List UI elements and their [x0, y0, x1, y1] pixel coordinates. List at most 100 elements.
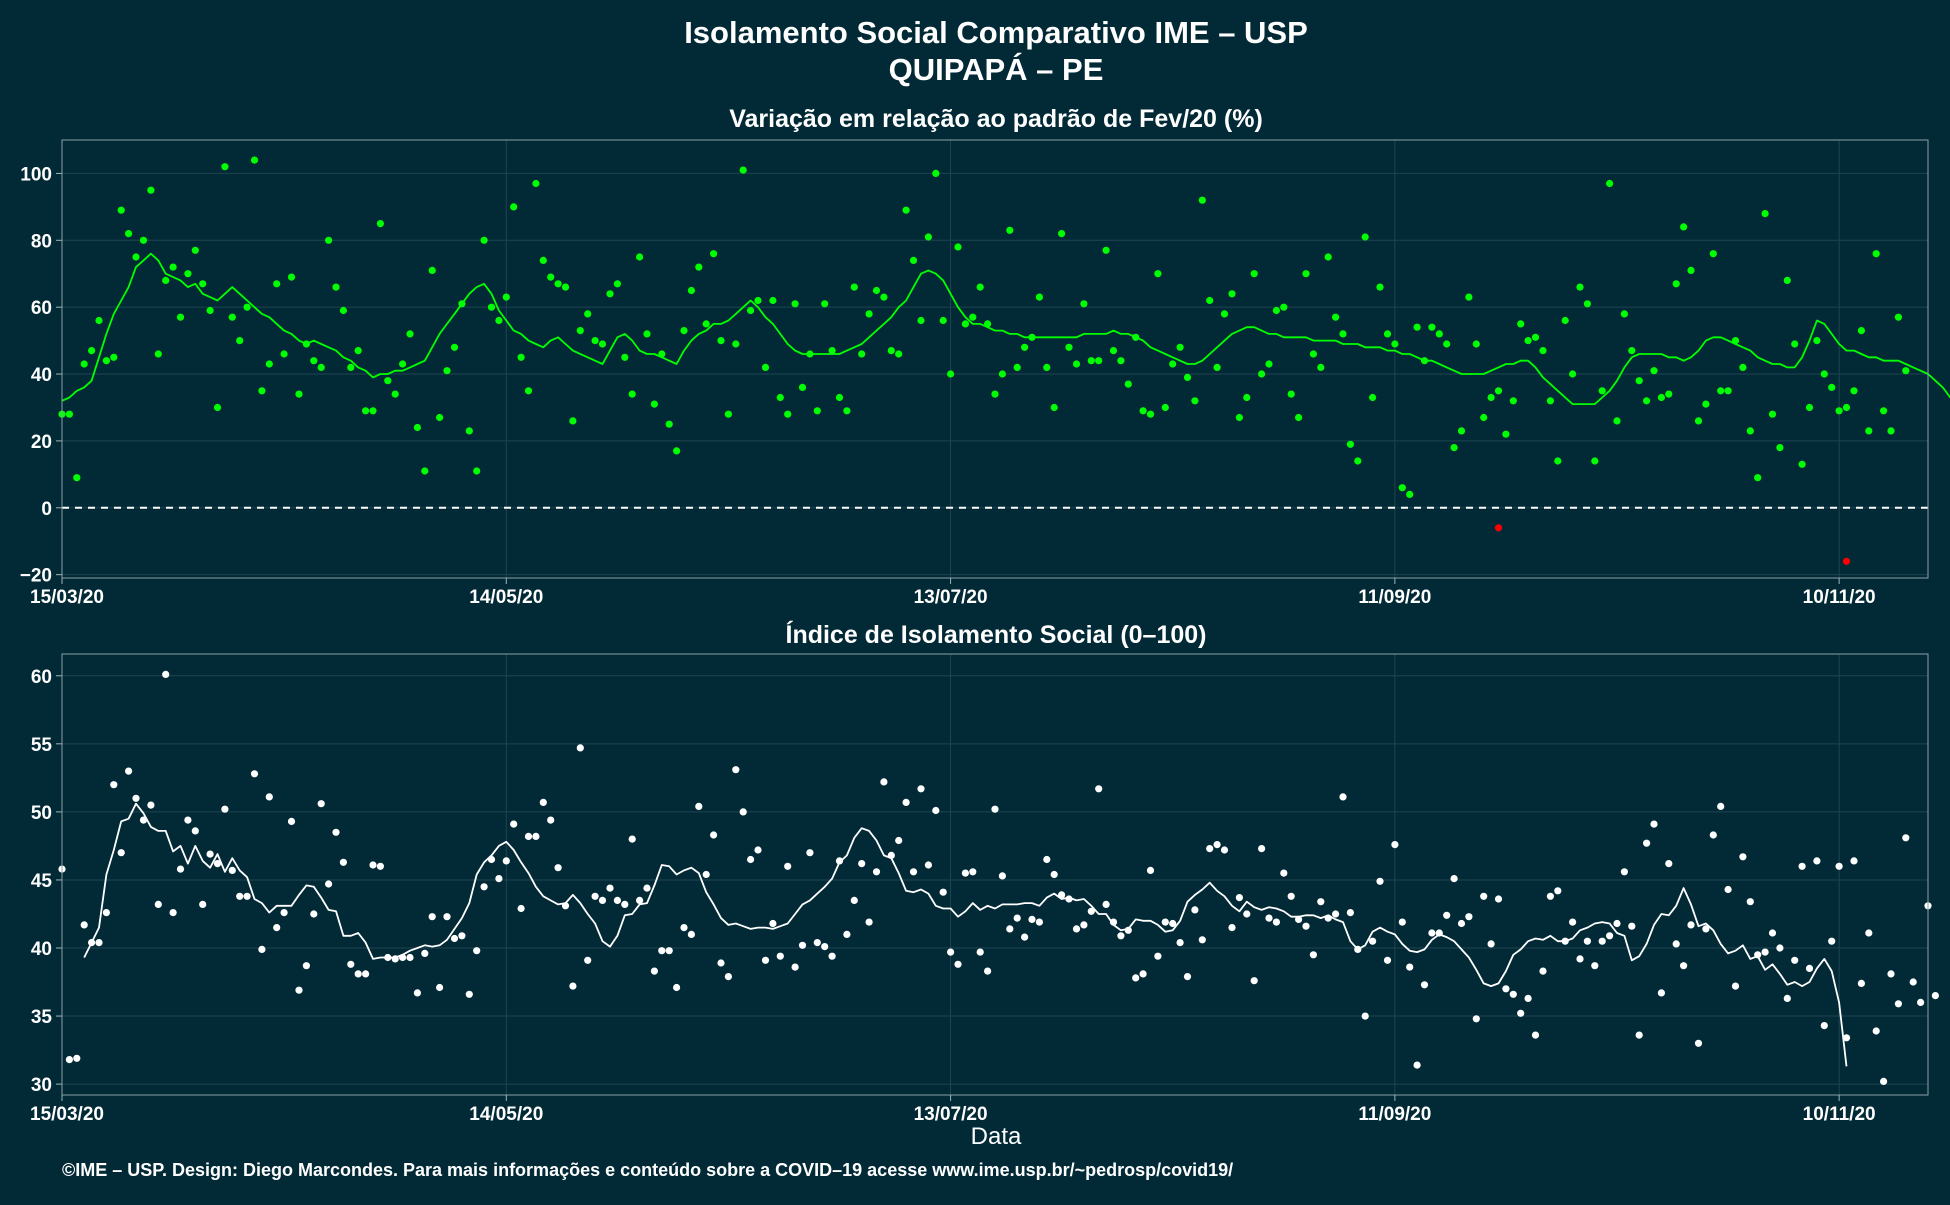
data-point	[243, 892, 251, 900]
data-point	[310, 910, 318, 918]
data-point	[1161, 403, 1169, 412]
panel-variacao-x-axis: 15/03/20 14/05/20 13/07/20 11/09/20 10/11/20	[30, 578, 1876, 608]
data-point	[191, 246, 199, 254]
data-point	[295, 390, 303, 398]
data-point	[673, 983, 681, 992]
data-point	[413, 989, 421, 997]
data-point	[273, 924, 281, 932]
data-point	[754, 846, 762, 854]
data-point	[1657, 989, 1665, 997]
data-point	[1850, 857, 1858, 865]
data-point	[1768, 410, 1777, 418]
data-point	[1820, 370, 1828, 378]
data-point	[458, 300, 466, 308]
data-point	[710, 250, 718, 258]
data-point	[250, 770, 259, 778]
data-point	[1428, 929, 1436, 937]
data-point	[1583, 937, 1591, 945]
data-point	[325, 880, 333, 888]
data-point	[606, 884, 614, 892]
data-point	[1865, 929, 1873, 937]
data-point	[621, 353, 629, 361]
data-point	[450, 934, 459, 943]
data-point	[1480, 892, 1488, 900]
main-subtitle: QUIPAPÁ – PE	[889, 52, 1104, 87]
data-point	[302, 340, 310, 348]
data-point	[1198, 196, 1206, 204]
data-point	[732, 766, 740, 774]
data-point	[776, 952, 784, 960]
data-point	[687, 930, 696, 939]
data-point	[998, 370, 1007, 378]
data-point	[1754, 474, 1762, 482]
data-point	[1258, 845, 1266, 853]
data-point	[213, 403, 222, 412]
panel-border	[61, 139, 1929, 579]
data-point	[147, 801, 155, 809]
data-point	[747, 306, 755, 315]
data-point	[687, 286, 696, 295]
data-point	[391, 390, 399, 398]
data-point	[1650, 367, 1658, 375]
data-point	[347, 960, 355, 968]
data-point	[1035, 918, 1043, 926]
data-point	[613, 280, 622, 288]
data-point	[1502, 985, 1510, 993]
data-point	[80, 921, 88, 929]
data-point	[1554, 887, 1562, 895]
data-point	[1761, 210, 1769, 218]
data-point	[1576, 955, 1584, 963]
y-tick-label: 60	[31, 667, 52, 688]
data-point	[1154, 270, 1162, 278]
data-point	[1287, 390, 1295, 398]
data-point	[954, 960, 962, 968]
y-tick-label: 0	[41, 499, 52, 520]
data-point	[110, 781, 118, 789]
data-point	[473, 947, 481, 955]
data-point	[1620, 868, 1628, 876]
data-point	[917, 785, 925, 793]
data-point	[636, 896, 644, 905]
data-point	[932, 169, 940, 177]
data-point	[213, 860, 222, 868]
data-point	[517, 904, 525, 913]
data-point	[821, 943, 829, 951]
data-point	[739, 808, 747, 816]
data-point	[1124, 926, 1132, 934]
data-point	[1805, 964, 1814, 973]
data-point	[1531, 1031, 1540, 1039]
panel-indice-x-axis: 15/03/20 14/05/20 13/07/20 11/09/20 10/11/20	[30, 1095, 1876, 1125]
data-point	[724, 410, 733, 418]
data-point	[984, 967, 992, 975]
data-point	[969, 868, 977, 876]
data-point	[1332, 313, 1340, 321]
data-point	[1761, 948, 1769, 956]
data-point	[1072, 360, 1081, 368]
data-point	[1339, 330, 1347, 338]
data-point	[1021, 343, 1029, 351]
data-point	[1146, 866, 1155, 875]
data-point	[1776, 944, 1784, 952]
data-point	[1680, 962, 1688, 970]
data-point	[1465, 293, 1473, 301]
data-point	[443, 913, 451, 921]
data-point	[1280, 303, 1288, 311]
data-point	[976, 283, 984, 291]
data-point	[539, 256, 547, 264]
data-point	[1813, 857, 1821, 865]
data-point	[1376, 877, 1384, 885]
data-point	[1169, 360, 1177, 368]
footer-credit[interactable]: ©IME – USP. Design: Diego Marcondes. Par…	[62, 1160, 1233, 1180]
data-point	[865, 918, 873, 926]
data-point	[924, 233, 933, 241]
data-point	[139, 816, 148, 824]
y-tick-label: 30	[31, 1075, 52, 1096]
data-point	[1080, 300, 1088, 308]
data-point	[628, 835, 636, 843]
data-point	[554, 864, 562, 872]
data-point	[702, 320, 710, 328]
data-point	[717, 959, 725, 967]
data-point	[1606, 932, 1614, 940]
data-point	[1828, 383, 1836, 391]
data-point	[1591, 457, 1599, 465]
